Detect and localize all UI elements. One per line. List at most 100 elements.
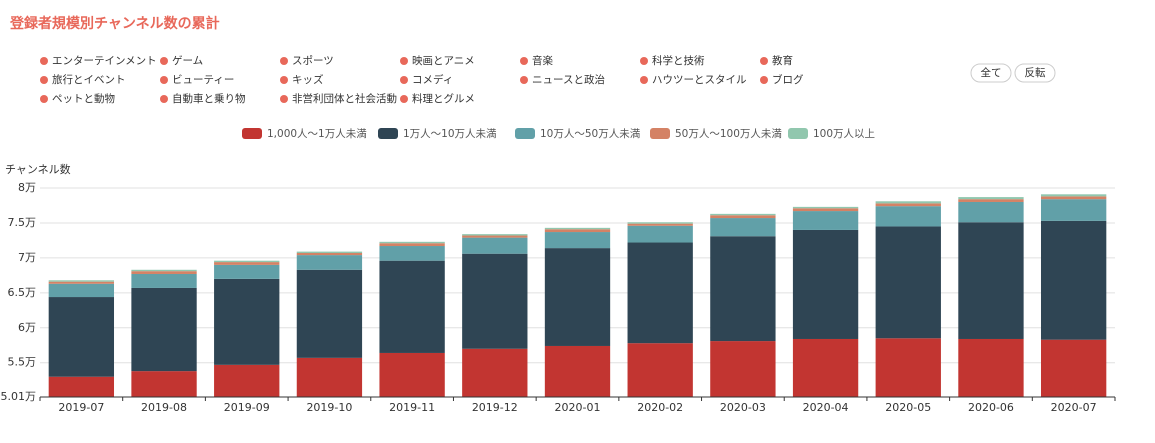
legend-label[interactable]: 100万人以上 <box>813 128 875 140</box>
filter-label[interactable]: 非営利団体と社会活動 <box>292 92 397 105</box>
legend-label[interactable]: 50万人〜100万人未満 <box>675 128 782 140</box>
filter-dot[interactable] <box>160 95 168 103</box>
bar-segment <box>875 203 941 207</box>
bar-segment <box>379 243 445 247</box>
filter-label[interactable]: 自動車と乗り物 <box>172 92 246 105</box>
bar-segment <box>296 253 363 256</box>
filter-dot[interactable] <box>280 57 288 65</box>
filter-dot[interactable] <box>760 76 768 84</box>
filter-label[interactable]: 映画とアニメ <box>412 55 475 67</box>
filter-label[interactable]: ニュースと政治 <box>532 73 605 86</box>
filter-dot[interactable] <box>520 76 528 84</box>
filter-label[interactable]: ハウツーとスタイル <box>652 74 747 86</box>
bar-segment <box>1040 194 1107 197</box>
y-axis-title: チャンネル数 <box>5 163 71 176</box>
legend-swatch[interactable] <box>650 128 670 139</box>
legend-label[interactable]: 1万人〜10万人未満 <box>403 128 497 140</box>
bar-segment <box>958 197 1024 200</box>
filter-label[interactable]: 旅行とイベント <box>52 73 126 86</box>
x-tick-label: 2020-06 <box>968 401 1014 414</box>
button-label[interactable]: 反転 <box>1025 67 1047 79</box>
filter-dot[interactable] <box>160 57 168 65</box>
bar-segment <box>792 338 859 397</box>
y-tick-label: 5.5万 <box>8 356 37 369</box>
filter-label[interactable]: コメディ <box>412 73 453 86</box>
bar-segment <box>379 246 445 261</box>
filter-dot[interactable] <box>400 57 408 65</box>
legend-label[interactable]: 1,000人〜1万人未満 <box>267 128 367 140</box>
filter-dot[interactable] <box>40 57 48 65</box>
filter-dot[interactable] <box>40 76 48 84</box>
bar-segment <box>792 229 859 339</box>
button[interactable] <box>1014 63 1056 83</box>
x-tick-label: 2020-02 <box>637 401 683 414</box>
filter-label[interactable]: 料理とグルメ <box>412 92 475 105</box>
filter-label[interactable]: ビューティー <box>172 74 234 86</box>
button-label[interactable]: 全て <box>981 66 1002 79</box>
filter-label[interactable]: ペットと動物 <box>52 92 115 105</box>
filter-dot[interactable] <box>400 76 408 84</box>
x-tick-label: 2019-11 <box>389 401 435 414</box>
x-tick-label: 2020-07 <box>1051 401 1097 414</box>
filter-dot[interactable] <box>760 57 768 65</box>
bar-segment <box>875 201 941 204</box>
bar-segment <box>462 348 528 397</box>
filter-label[interactable]: ブログ <box>772 73 804 86</box>
bar-segment <box>544 227 611 230</box>
legend-swatch[interactable] <box>242 128 262 139</box>
filter-dot[interactable] <box>280 76 288 84</box>
filter-label[interactable]: スポーツ <box>292 55 334 67</box>
legend-swatch[interactable] <box>378 128 398 139</box>
bar-segment <box>379 260 445 353</box>
bar-segment <box>792 208 859 212</box>
bar-segment <box>627 242 693 344</box>
filter-dot[interactable] <box>640 76 648 84</box>
x-tick-label: 2020-01 <box>555 401 601 414</box>
bar-segment <box>462 253 528 349</box>
filter-dot[interactable] <box>160 76 168 84</box>
filter-label[interactable]: 音楽 <box>532 54 553 67</box>
bar-segment <box>131 371 197 397</box>
bar-segment <box>792 211 859 230</box>
y-tick-label: 7万 <box>18 251 36 264</box>
y-tick-label: 5.01万 <box>1 390 37 403</box>
bar-segment <box>1040 220 1107 340</box>
bar-segment <box>627 343 693 397</box>
bar-segment <box>131 269 197 272</box>
bar-segment <box>48 376 115 397</box>
bar-segment <box>379 352 445 397</box>
filter-dot[interactable] <box>400 95 408 103</box>
filter-label[interactable]: ゲーム <box>172 55 203 67</box>
bar-segment <box>710 236 776 342</box>
legend-label[interactable]: 10万人〜50万人未満 <box>540 128 641 140</box>
chart-title: 登録者規模別チャンネル数の累計 <box>9 15 220 32</box>
y-tick-label: 7.5万 <box>8 216 37 229</box>
bar-segment <box>544 232 611 249</box>
bar-segment <box>48 283 115 298</box>
bar-segment <box>627 222 693 224</box>
filter-label[interactable]: 教育 <box>772 54 793 67</box>
x-tick-label: 2019-12 <box>472 401 518 414</box>
button[interactable] <box>970 63 1012 83</box>
filter-label[interactable]: キッズ <box>292 73 324 86</box>
filter-dot[interactable] <box>640 57 648 65</box>
bar-segment <box>1040 339 1107 397</box>
legend-swatch[interactable] <box>515 128 535 139</box>
bar-segment <box>710 341 776 397</box>
bar-segment <box>379 241 445 244</box>
bar-segment <box>958 201 1024 223</box>
bar-segment <box>1040 196 1107 200</box>
bar-segment <box>214 262 280 265</box>
filter-label[interactable]: 科学と技術 <box>652 54 705 67</box>
x-tick-label: 2019-09 <box>224 401 270 414</box>
filter-dot[interactable] <box>280 95 288 103</box>
bar-segment <box>214 278 280 365</box>
legend-swatch[interactable] <box>788 128 808 139</box>
bar-segment <box>710 215 776 219</box>
filter-label[interactable]: エンターテインメント <box>52 55 157 67</box>
filter-dot[interactable] <box>40 95 48 103</box>
x-tick-label: 2019-08 <box>141 401 187 414</box>
filter-dot[interactable] <box>520 57 528 65</box>
bar-segment <box>48 297 115 377</box>
x-tick-label: 2019-10 <box>306 401 352 414</box>
